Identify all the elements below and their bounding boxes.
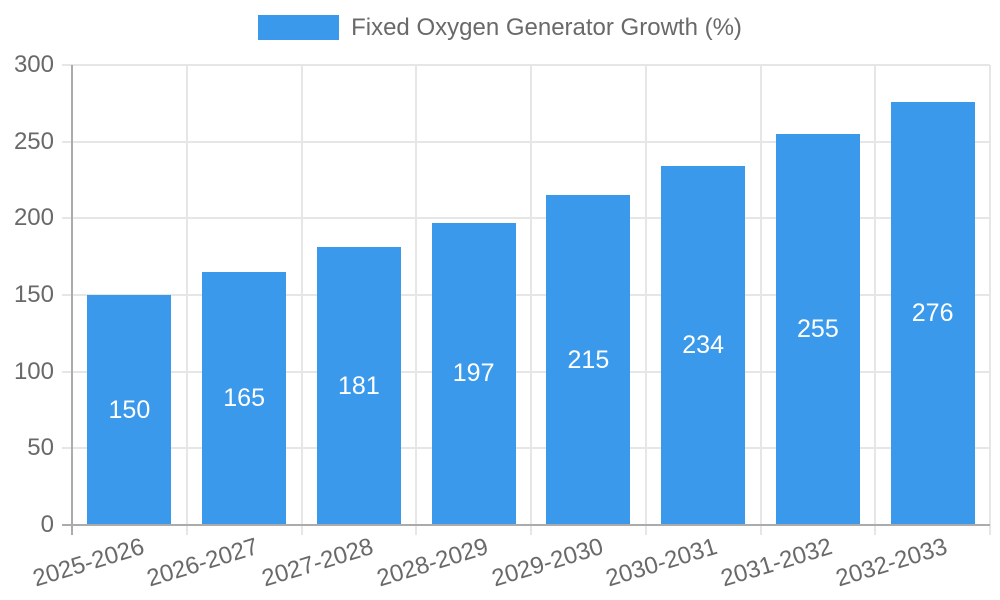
y-axis-tick	[62, 64, 72, 66]
x-axis-tick	[300, 525, 303, 535]
bar-value-label: 215	[567, 345, 610, 374]
bar[interactable]: 150	[87, 295, 172, 525]
x-axis-category-label: 2028-2029	[373, 533, 492, 593]
x-axis-tick	[185, 525, 188, 535]
bar[interactable]: 215	[546, 195, 631, 525]
x-gridline	[185, 65, 188, 525]
y-tick-label: 300	[13, 51, 54, 78]
x-gridline	[530, 65, 532, 525]
x-axis-category-label: 2030-2031	[603, 533, 721, 593]
bar[interactable]: 276	[890, 101, 975, 525]
x-axis-tick	[415, 525, 418, 535]
y-axis-tick	[62, 294, 72, 296]
y-axis-tick	[62, 370, 72, 373]
bar[interactable]: 181	[316, 247, 401, 525]
y-axis-tick	[62, 140, 72, 143]
x-axis-tick	[989, 525, 991, 535]
x-gridline	[759, 65, 762, 525]
y-axis-line	[71, 65, 73, 525]
y-tick-label: 250	[13, 127, 54, 155]
x-axis-tick	[530, 525, 532, 535]
bar-value-label: 234	[682, 331, 724, 360]
y-axis-tick	[62, 524, 72, 526]
y-tick-label: 200	[13, 204, 54, 232]
x-axis-category-label: 2025-2026	[29, 533, 147, 593]
bar[interactable]: 255	[775, 134, 860, 525]
x-axis-category-label: 2027-2028	[258, 533, 377, 593]
x-axis-tick	[71, 525, 73, 535]
x-axis-tick	[759, 525, 762, 535]
x-gridline	[415, 65, 418, 525]
x-axis-category-label: 2031-2032	[717, 533, 836, 593]
y-axis-tick	[62, 217, 72, 220]
x-gridline	[300, 65, 303, 525]
x-gridline	[644, 65, 647, 525]
x-axis-category-label: 2032-2033	[832, 533, 951, 593]
x-gridline	[989, 65, 991, 525]
y-tick-label: 150	[13, 281, 54, 308]
y-tick-label: 100	[13, 357, 54, 385]
x-axis-category-label: 2026-2027	[144, 533, 262, 593]
legend-swatch	[258, 15, 340, 40]
bar-value-label: 150	[108, 395, 151, 424]
bar[interactable]: 197	[431, 222, 516, 525]
bar-value-label: 181	[338, 371, 380, 400]
bar[interactable]: 165	[202, 272, 287, 525]
bar-value-label: 276	[911, 298, 954, 327]
x-axis-tick	[644, 525, 647, 535]
x-gridline	[874, 65, 877, 525]
y-tick-label: 0	[40, 511, 54, 538]
bar[interactable]: 234	[661, 166, 746, 525]
x-axis-category-label: 2029-2030	[488, 533, 606, 593]
y-tick-label: 50	[27, 434, 54, 462]
bar-value-label: 197	[452, 359, 495, 388]
bar-value-label: 255	[797, 315, 839, 343]
y-axis-tick	[62, 447, 72, 450]
chart-legend-item[interactable]: Fixed Oxygen Generator Growth (%)	[0, 15, 1000, 40]
x-axis-tick	[874, 525, 877, 535]
legend-label: Fixed Oxygen Generator Growth (%)	[351, 14, 742, 41]
x-axis-line	[72, 524, 990, 526]
bar-value-label: 165	[223, 384, 265, 412]
